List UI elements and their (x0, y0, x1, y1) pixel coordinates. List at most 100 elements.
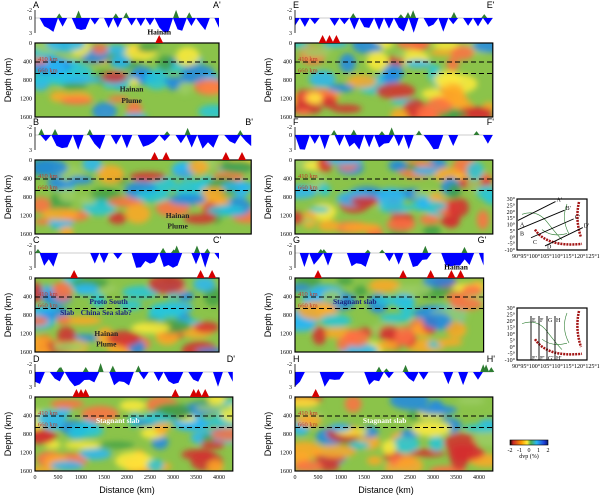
distance-tick: 1000 (335, 475, 347, 481)
depth-tick: 800 (23, 313, 32, 319)
latitude-tick: -10° (505, 247, 516, 254)
land-elevation (461, 246, 468, 253)
depth-tick: 400 (283, 295, 292, 301)
profile-end-label: A' (213, 0, 221, 10)
volcano-icon (426, 270, 435, 278)
volcano-icon (238, 152, 246, 160)
distance-tick: 2000 (381, 475, 393, 481)
latitude-tick: 10° (507, 222, 516, 229)
coastline (521, 203, 570, 241)
land-elevation (75, 10, 82, 18)
annotation: Plume (96, 339, 117, 348)
depth-tick: 1200 (280, 214, 292, 220)
profile-start: C (533, 240, 537, 246)
distance-tick: 3500 (190, 475, 202, 481)
longitude-ticks: 90°95°100°105°110°115°120°125°130° (512, 363, 600, 370)
topo-tick: 0 (289, 251, 292, 257)
profile-start-label: D (33, 354, 40, 364)
land-elevation (364, 249, 371, 253)
profile-end-label: F' (487, 117, 494, 127)
cross-section-g: G G' -2 0 3 410 km 660 km 0 400 800 1200 1600 Depth … (263, 235, 487, 356)
profile-end: F' (540, 356, 544, 362)
profile-start-label: B (33, 117, 39, 127)
depth-tick: 0 (289, 395, 292, 401)
latitude-tick: -5° (508, 241, 516, 248)
volcano-icon (208, 270, 217, 278)
topography-strip: -2 0 3 (27, 8, 219, 37)
discontinuity-label: 660 km (298, 185, 318, 192)
depth-tick: 1200 (20, 214, 32, 220)
land-elevation (57, 366, 64, 372)
land-elevation (160, 247, 167, 253)
annotation: Hainan (94, 329, 119, 338)
topography-strip: -2 0 3 (287, 243, 484, 272)
topo-tick: 3 (29, 266, 32, 272)
topography-strip: -2 0 3 (27, 362, 233, 391)
depth-tick: 1600 (280, 350, 292, 356)
profile-line (517, 209, 565, 231)
topography-strip: -2 0 3 (287, 8, 493, 37)
latitude-tick: 10° (507, 331, 516, 338)
topo-tick: 0 (29, 370, 32, 376)
profile-start-label: C (33, 235, 40, 245)
depth-tick: 0 (289, 276, 292, 282)
annotation: Hainan (120, 85, 145, 94)
land-elevation (388, 127, 395, 135)
latitude-tick: 5° (510, 338, 516, 345)
depth-tick: 0 (29, 276, 32, 282)
land-elevation (404, 12, 411, 18)
depth-axis-label: Depth (km) (263, 175, 273, 220)
latitude-tick: -10° (505, 357, 516, 364)
land-elevation (173, 9, 180, 18)
topo-tick: -2 (27, 243, 32, 249)
depth-tick: 800 (283, 195, 292, 201)
velocity-anomaly-image (295, 397, 493, 471)
depth-tick: 1200 (20, 97, 32, 103)
distance-tick: 500 (314, 475, 323, 481)
location-map-1: 30°25°20°15°10°5°0°-5°-10°90°95°100°105°… (505, 196, 600, 260)
colorbar-tick: -2 (508, 448, 513, 454)
land-elevation (52, 129, 59, 135)
profile-end: G' (548, 356, 553, 362)
topo-tick: 3 (289, 266, 292, 272)
location-map-2: 30°25°20°15°10°5°0°-5°-10°90°95°100°105°… (505, 305, 600, 370)
depth-tick: 400 (23, 295, 32, 301)
volcano-icon (318, 35, 327, 43)
volcano-icon (456, 270, 465, 278)
discontinuity-label: 660 km (38, 303, 58, 310)
annotation: Hainan (444, 263, 469, 272)
latitude-tick: 0° (510, 234, 516, 241)
land-elevation (473, 131, 480, 135)
cross-section-a: A A' -2 0 3 410 km 660 km 0 400 800 1200 1600 Depth … (3, 0, 221, 121)
volcano-icon (311, 389, 320, 397)
topo-tick: 0 (289, 370, 292, 376)
volcano-icon (150, 152, 159, 160)
profile-end: B' (566, 206, 571, 212)
latitude-tick: 30° (507, 196, 516, 203)
profile-line (544, 227, 583, 247)
profile-end-label: C' (213, 235, 221, 245)
topo-tick: 3 (29, 385, 32, 391)
latitude-tick: 0° (510, 344, 516, 351)
cross-section-b: B B' -2 0 3 410 km 660 km 0 400 800 1200 1600 Depth … (3, 117, 253, 238)
discontinuity-label: 410 km (298, 173, 318, 180)
land-elevation (164, 131, 171, 135)
cross-section-c: C C' -2 0 3 410 km 660 km 0 400 800 1200 1600 Depth … (3, 235, 221, 356)
distance-axis-label: Distance (km) (358, 485, 414, 495)
distance-tick: 1500 (358, 475, 370, 481)
land-elevation (186, 12, 193, 18)
depth-tick: 800 (23, 195, 32, 201)
colorbar-tick: 0 (528, 448, 531, 454)
topography-strip: -2 0 3 (27, 125, 252, 154)
latitude-tick: 5° (510, 228, 516, 235)
velocity-anomaly-image (295, 160, 493, 234)
cross-section-h: H H' -2 0 3 410 km 660 km 0 400 800 1200 1600 Depth … (263, 354, 495, 481)
annotation: Plume (121, 96, 142, 105)
land-elevation (34, 248, 41, 253)
latitude-tick: 15° (507, 325, 516, 332)
depth-axis-label: Depth (km) (3, 293, 13, 338)
distance-axis-label: Distance (km) (99, 485, 155, 495)
land-elevation (135, 365, 142, 372)
discontinuity-label: 660 km (298, 422, 318, 429)
